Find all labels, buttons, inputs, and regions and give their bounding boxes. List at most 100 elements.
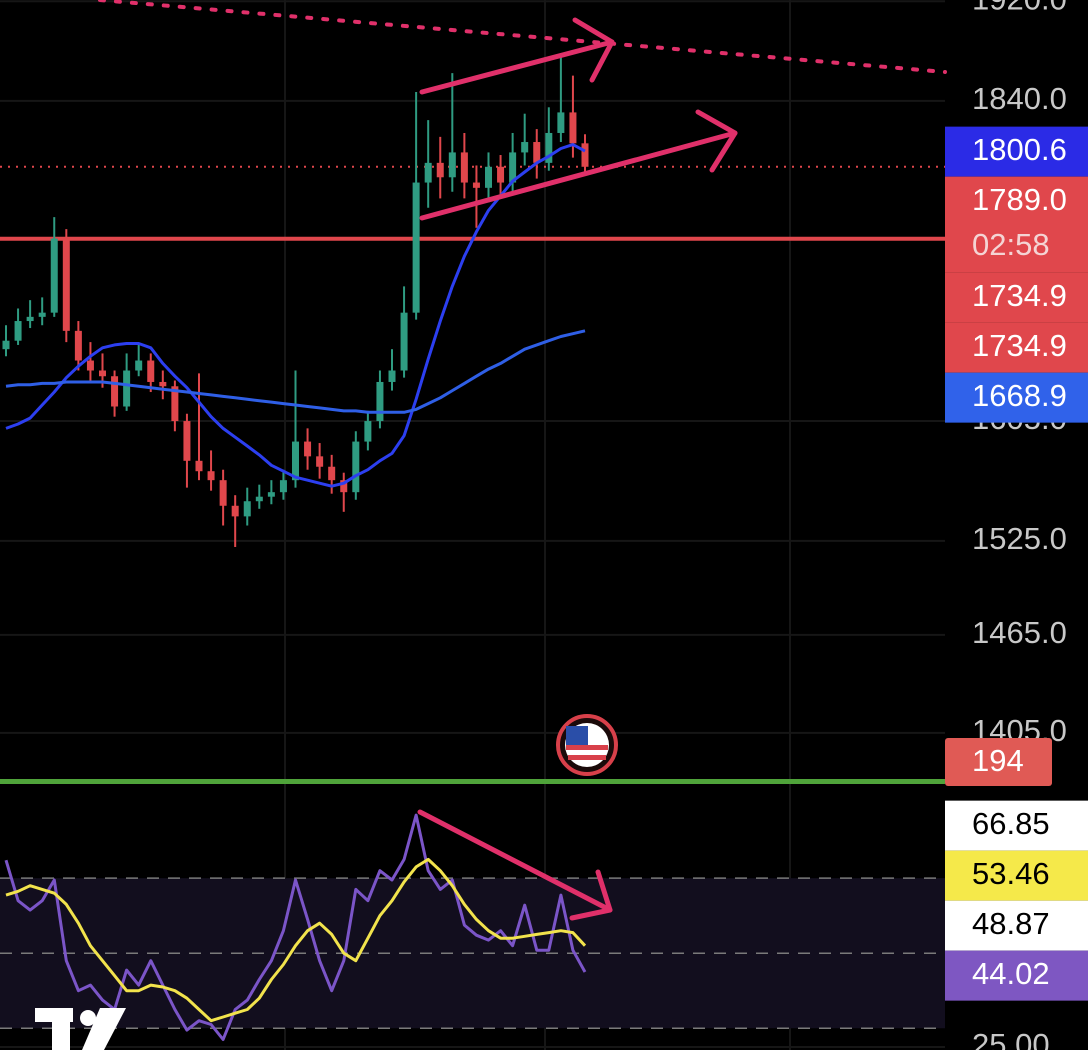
axis-tag-label: 48.87 bbox=[972, 906, 1050, 941]
pane-separator bbox=[0, 779, 945, 784]
candle-body bbox=[171, 386, 179, 422]
candle-body bbox=[557, 112, 565, 133]
candle-body bbox=[376, 381, 384, 422]
plot-marks bbox=[2, 56, 589, 1041]
candle-body bbox=[533, 142, 541, 163]
candle-body bbox=[328, 466, 336, 481]
candle-body bbox=[135, 360, 143, 371]
candle-body bbox=[159, 381, 167, 387]
candle-body bbox=[388, 370, 396, 382]
y-tick-label: 1525.0 bbox=[972, 521, 1067, 556]
axis-tag bbox=[945, 372, 1088, 423]
rsi-divergence-arrow bbox=[417, 809, 613, 913]
candle-body bbox=[183, 421, 191, 461]
candle-body bbox=[147, 360, 155, 382]
annotations bbox=[98, 0, 947, 921]
logo-part bbox=[82, 1008, 126, 1050]
candle-body bbox=[340, 480, 348, 493]
candle-body bbox=[436, 162, 444, 178]
axis-tag bbox=[945, 126, 1088, 177]
watermark-logo bbox=[35, 1008, 126, 1050]
candle-body bbox=[195, 460, 203, 472]
arrow-head bbox=[695, 109, 738, 173]
candle-body bbox=[99, 370, 106, 377]
arrow-head bbox=[569, 869, 613, 921]
axis-tag bbox=[945, 322, 1088, 373]
y-tick-label: 1840.0 bbox=[972, 81, 1067, 116]
candle-body bbox=[14, 321, 22, 341]
axis-tag-label: 1734.9 bbox=[972, 328, 1067, 363]
candle-body bbox=[400, 312, 408, 371]
axis-tag-label: 1800.6 bbox=[972, 132, 1067, 167]
indicator-line bbox=[5, 857, 587, 1023]
candle-body bbox=[521, 142, 529, 153]
axis-tag bbox=[945, 950, 1088, 1001]
candle-body bbox=[207, 471, 215, 481]
candle-body bbox=[460, 152, 468, 183]
arrow-head bbox=[572, 17, 615, 83]
countdown-label: 02:58 bbox=[972, 227, 1050, 262]
candle-body bbox=[292, 441, 299, 481]
logo-part bbox=[52, 1008, 70, 1050]
flag-canton bbox=[566, 726, 588, 745]
candle-body bbox=[26, 316, 34, 322]
horizontal-grid bbox=[0, 0, 945, 1048]
volume-tag-label: 194 bbox=[972, 743, 1024, 778]
candle-body bbox=[111, 376, 119, 407]
y-tick-label: 1465.0 bbox=[972, 615, 1067, 650]
dotted-trend-line bbox=[98, 0, 947, 74]
axis-tag-label: 66.85 bbox=[972, 806, 1050, 841]
channel-upper-arrow bbox=[419, 39, 615, 95]
candle-body bbox=[509, 152, 517, 183]
y-tick-label: 1920.0 bbox=[972, 0, 1067, 16]
candle-body bbox=[424, 162, 432, 183]
axis-tag-label: 1789.0 bbox=[972, 182, 1067, 217]
candle-body bbox=[219, 480, 227, 506]
candle-body bbox=[569, 112, 577, 144]
candle-body bbox=[304, 441, 312, 457]
candle-body bbox=[279, 480, 287, 493]
axis-tag-label: 1668.9 bbox=[972, 378, 1067, 413]
flag-stripe bbox=[568, 755, 606, 760]
candle-body bbox=[497, 166, 505, 183]
candle-body bbox=[231, 505, 239, 517]
flag-stripe bbox=[566, 745, 608, 750]
candle-body bbox=[50, 238, 58, 313]
candle-body bbox=[352, 441, 360, 493]
axis-tag bbox=[945, 176, 1088, 273]
y-tick-label: 25.00 bbox=[972, 1027, 1050, 1050]
candle-body bbox=[412, 182, 420, 313]
axis-tag bbox=[945, 800, 1088, 851]
candle-body bbox=[2, 340, 10, 350]
candle-body bbox=[472, 182, 480, 188]
candle-body bbox=[86, 360, 94, 371]
candle-body bbox=[123, 370, 131, 407]
volume-tag bbox=[945, 738, 1052, 786]
axis-tag bbox=[945, 900, 1088, 951]
candle-body bbox=[364, 421, 372, 442]
candle-body bbox=[255, 496, 263, 502]
candle-body bbox=[267, 492, 275, 497]
indicator-line bbox=[5, 143, 586, 488]
indicator-line bbox=[5, 329, 586, 414]
channel-lower-arrow bbox=[419, 130, 738, 221]
event-flag[interactable] bbox=[556, 714, 618, 776]
candle-body bbox=[316, 456, 324, 467]
axis-tags: 1800.6 1789.0 02:58 1734.9 1734.9 1668.9 66.85… bbox=[945, 126, 1088, 1001]
candle-body bbox=[38, 312, 46, 317]
candle-body bbox=[62, 238, 70, 331]
candle-body bbox=[243, 501, 251, 517]
axis-tag-label: 44.02 bbox=[972, 956, 1050, 991]
candle-body bbox=[74, 330, 82, 361]
axis-tag bbox=[945, 850, 1088, 901]
axis-tag-label: 53.46 bbox=[972, 856, 1050, 891]
candle-body bbox=[448, 152, 456, 178]
candle-body bbox=[581, 143, 589, 167]
axis-tag-label: 1734.9 bbox=[972, 278, 1067, 313]
indicator-line bbox=[4, 813, 587, 1041]
candle-body bbox=[545, 132, 553, 163]
candle-body bbox=[485, 166, 492, 188]
logo-part bbox=[80, 1010, 96, 1026]
